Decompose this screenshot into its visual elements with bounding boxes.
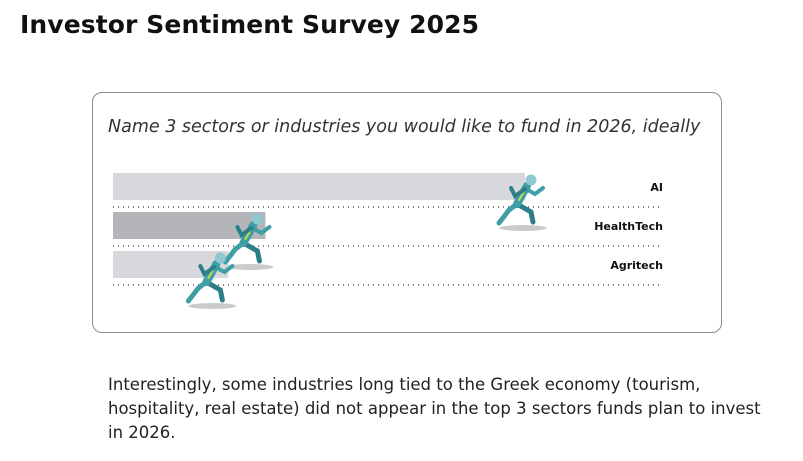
runner-part bbox=[509, 186, 527, 199]
runner-icon bbox=[496, 174, 547, 231]
sector-bar-chart: AI HealthTech Agritech bbox=[113, 173, 663, 309]
runner-icon bbox=[222, 213, 274, 270]
runner-part bbox=[251, 213, 263, 225]
runner-part bbox=[214, 252, 226, 264]
runner-part bbox=[235, 225, 254, 238]
runner-part bbox=[524, 186, 545, 197]
runner-shadow bbox=[225, 264, 274, 270]
category-label: HealthTech bbox=[594, 220, 663, 233]
runner-part bbox=[213, 264, 235, 275]
runner-part bbox=[203, 279, 225, 303]
bar-ai bbox=[113, 173, 525, 200]
footer-commentary: Interestingly, some industries long tied… bbox=[108, 375, 761, 442]
category-label: AI bbox=[650, 181, 663, 194]
runner-icons bbox=[185, 174, 547, 309]
survey-question: Name 3 sectors or industries you would l… bbox=[108, 117, 701, 137]
category-label: Agritech bbox=[610, 259, 663, 272]
survey-chart-card: Name 3 sectors or industries you would l… bbox=[92, 92, 722, 333]
page-title: Investor Sentiment Survey 2025 bbox=[20, 10, 480, 39]
runner-icon bbox=[185, 252, 237, 309]
runner-part bbox=[250, 225, 272, 236]
runner-shadow bbox=[188, 303, 237, 309]
runner-part bbox=[240, 240, 262, 264]
runner-part bbox=[514, 201, 536, 225]
runner-part bbox=[525, 174, 537, 186]
runner-part bbox=[198, 264, 217, 277]
runner-shadow bbox=[499, 225, 547, 231]
